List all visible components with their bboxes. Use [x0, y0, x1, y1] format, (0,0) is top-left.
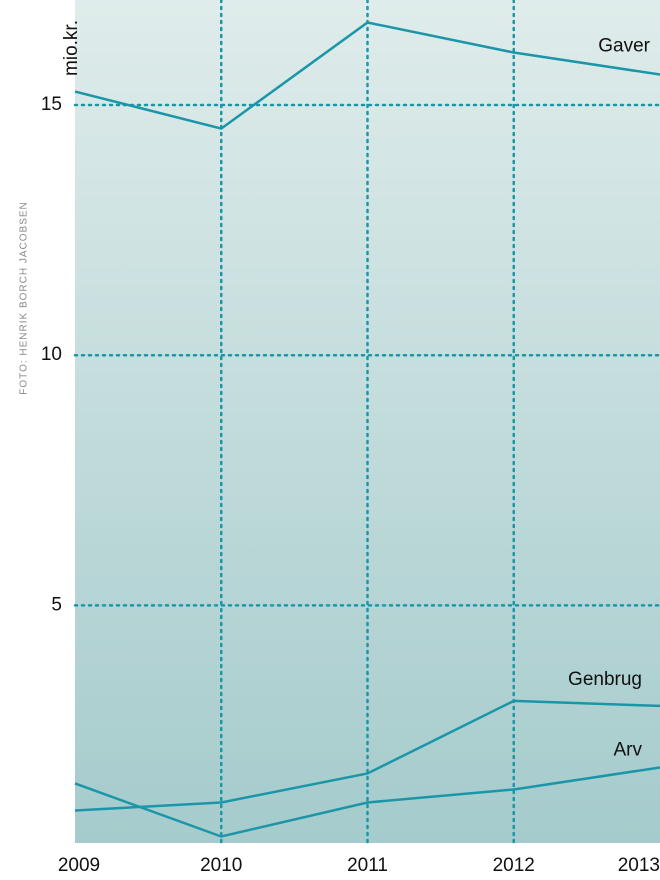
- x-tick-label: 2009: [58, 855, 100, 876]
- series-label: Arv: [614, 739, 643, 760]
- x-tick-label: 2010: [200, 855, 242, 876]
- y-axis-label: mio.kr.: [61, 20, 82, 76]
- series-line: [74, 699, 660, 812]
- series-line: [74, 21, 660, 130]
- y-tick-label: 15: [41, 94, 62, 115]
- y-tick-label: 5: [51, 594, 62, 615]
- series-line: [74, 766, 660, 838]
- x-tick-label: 2013: [618, 855, 660, 876]
- labels: 5 10 15 2009 2010 2011 2012 2013 Gaver Genbrug Arv: [41, 36, 660, 876]
- series-label: Genbrug: [568, 669, 642, 690]
- x-tick-label: 2011: [347, 855, 388, 876]
- y-tick-label: 10: [41, 344, 62, 365]
- grid: [73, 0, 660, 845]
- lines: [74, 21, 660, 838]
- x-tick-label: 2012: [493, 855, 535, 876]
- series-label: Gaver: [598, 36, 650, 57]
- photo-credit: FOTO: HENRIK BORCH JACOBSEN: [19, 201, 30, 395]
